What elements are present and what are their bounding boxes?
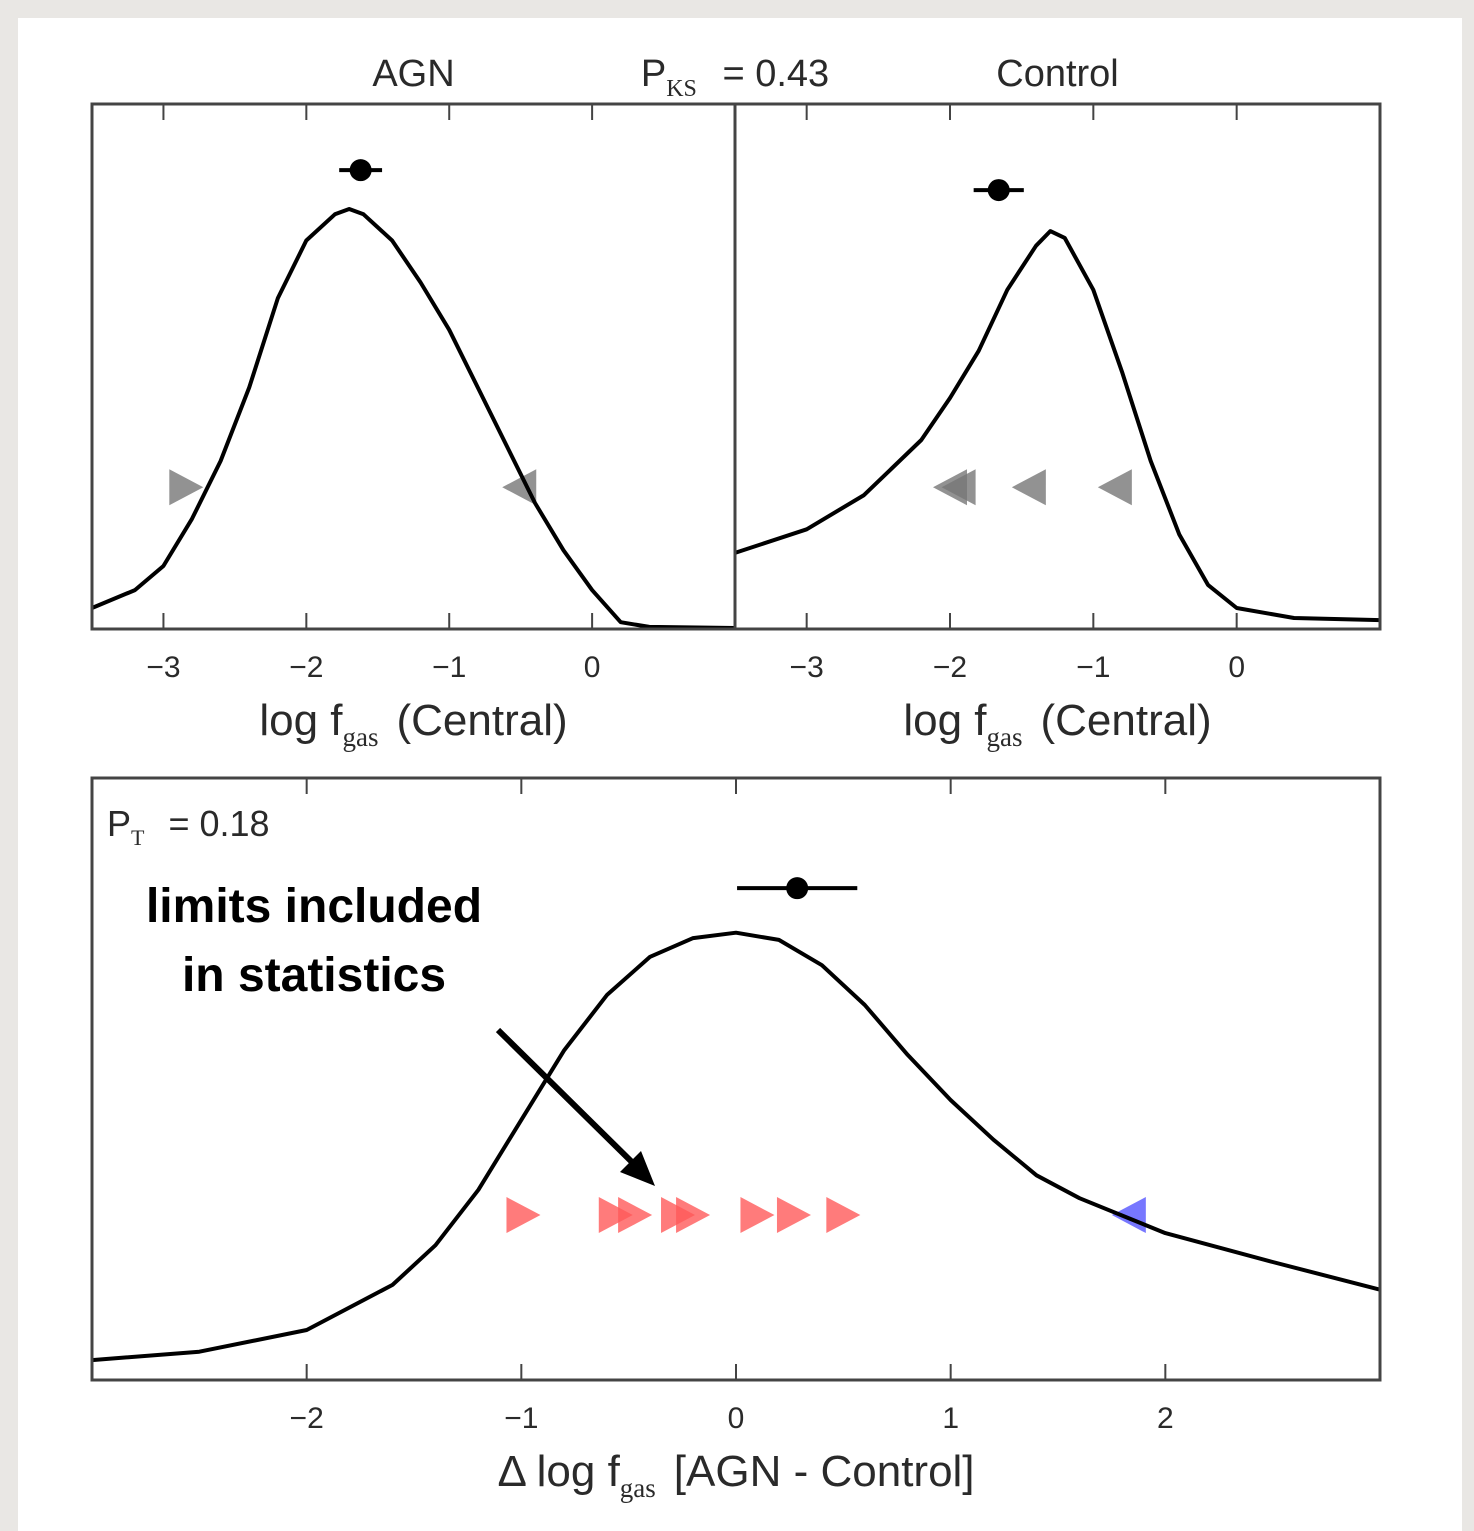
panel-background: [18, 18, 1462, 1531]
x-tick-label: 2: [1157, 1402, 1174, 1435]
text-part: P: [107, 803, 131, 844]
x-tick-label: 1: [942, 1402, 959, 1435]
x-tick-label: −1: [1076, 651, 1110, 684]
limit-marker: [1097, 469, 1132, 506]
ks-statistic: PKS = 0.43: [641, 53, 829, 102]
text-part: (Central): [1041, 696, 1212, 745]
text-part: = 0.43: [712, 53, 829, 95]
x-tick-label: −2: [290, 1402, 324, 1435]
density-curve: [91, 207, 736, 630]
panel-title: AGN: [372, 53, 454, 95]
text-part: gas: [343, 722, 379, 752]
mean-point: [349, 159, 372, 182]
x-tick-label: −1: [432, 651, 466, 684]
text-part: KS: [666, 76, 697, 102]
density-curve: [91, 930, 1381, 1363]
density-curve: [734, 229, 1381, 623]
text-part: log f: [259, 696, 343, 745]
x-axis-label: Δ log fgas [AGN - Control]: [497, 1447, 974, 1503]
limit-marker: [598, 1197, 633, 1234]
plot-frame: [90, 776, 1382, 1382]
x-axis-label: log fgas (Central): [259, 696, 567, 752]
limit-marker: [169, 469, 204, 506]
limit-marker: [502, 469, 537, 506]
limit-marker: [506, 1197, 541, 1234]
x-tick-label: −3: [790, 651, 824, 684]
panel-title: Control: [996, 53, 1119, 95]
annotation-text: in statistics: [182, 949, 446, 1002]
text-part: gas: [620, 1473, 656, 1503]
x-tick-label: 0: [1228, 651, 1245, 684]
text-part: Δ log f: [497, 1447, 620, 1496]
limit-marker: [941, 469, 976, 506]
annotation-text: limits included: [146, 880, 482, 933]
text-part: gas: [987, 722, 1023, 752]
text-part: P: [641, 53, 666, 95]
limit-marker: [1011, 469, 1046, 506]
text-part: (Central): [397, 696, 568, 745]
x-tick-label: 0: [728, 1402, 745, 1435]
limit-marker: [776, 1197, 811, 1234]
limit-marker: [1111, 1197, 1146, 1234]
text-part: = 0.18: [158, 803, 269, 844]
arrow-head: [620, 1151, 655, 1186]
text-part: [AGN - Control]: [674, 1447, 975, 1496]
limit-marker: [826, 1197, 861, 1234]
limit-marker: [676, 1197, 711, 1234]
arrow: [495, 1027, 643, 1173]
text-part: T: [131, 825, 145, 850]
x-tick-label: −3: [146, 651, 180, 684]
text-part: log f: [903, 696, 987, 745]
mean-point: [987, 179, 1010, 202]
x-tick-label: 0: [584, 651, 601, 684]
x-axis-label: log fgas (Central): [903, 696, 1211, 752]
p-statistic: PT = 0.18: [107, 803, 270, 850]
plot-frame: [733, 102, 1382, 631]
x-tick-label: −2: [289, 651, 323, 684]
x-tick-label: −2: [933, 651, 967, 684]
x-tick-label: −1: [504, 1402, 538, 1435]
mean-point: [786, 877, 809, 900]
limit-marker: [618, 1197, 653, 1234]
limit-marker: [740, 1197, 775, 1234]
